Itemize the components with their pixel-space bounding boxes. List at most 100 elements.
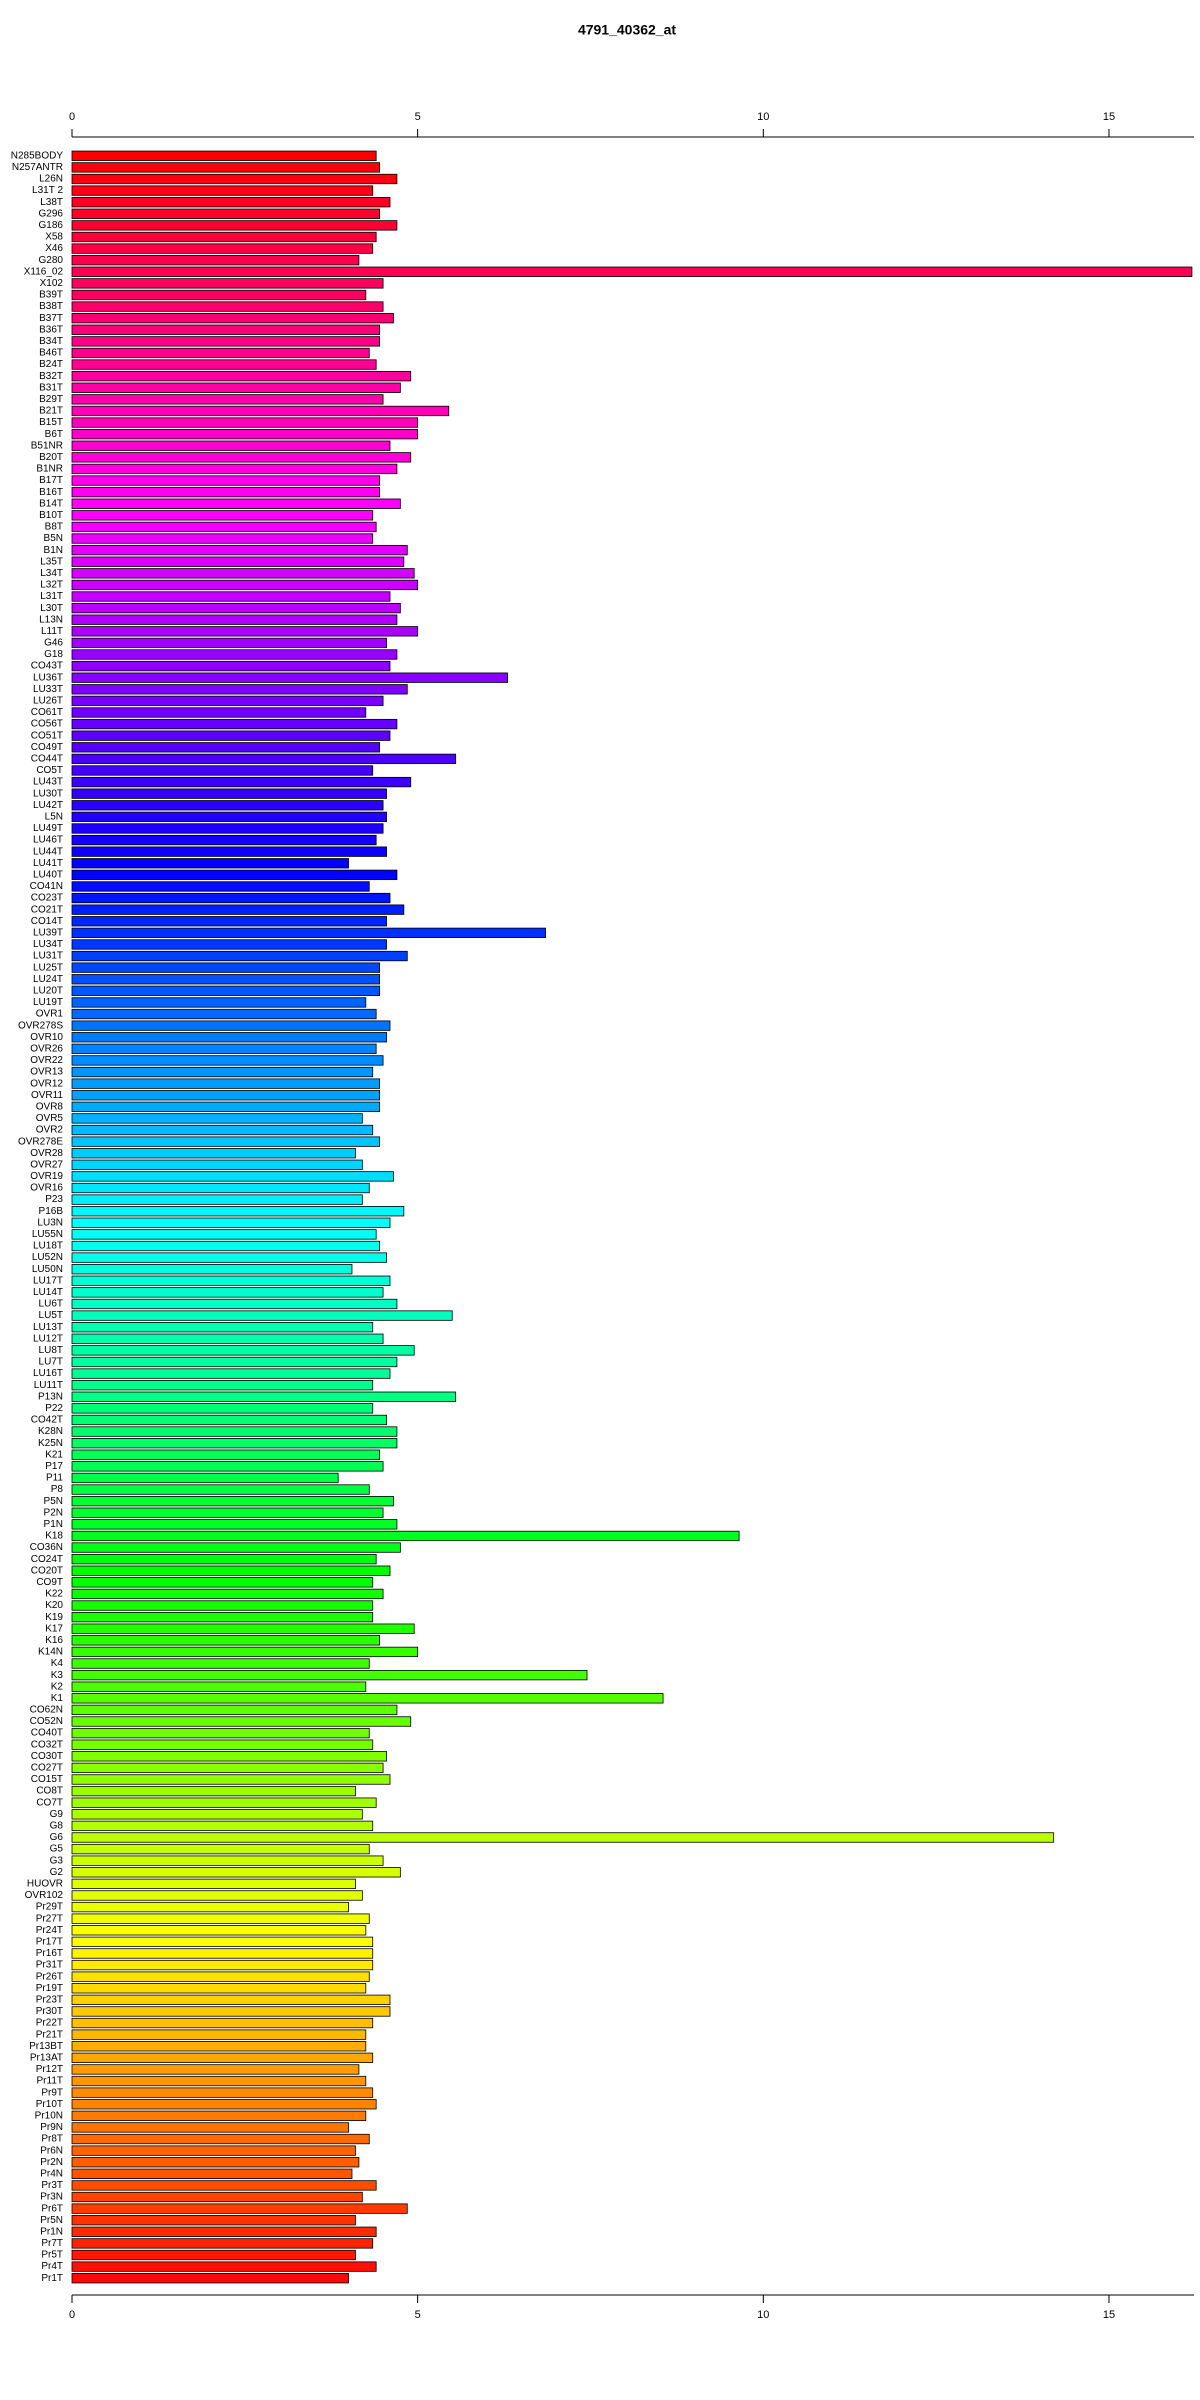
bar bbox=[71, 742, 381, 753]
y-tick-label: CO41N bbox=[30, 881, 63, 892]
bar bbox=[71, 359, 377, 370]
bar bbox=[71, 892, 391, 904]
y-tick-label: G5 bbox=[50, 1844, 64, 1855]
bar bbox=[71, 1542, 401, 1553]
y-tick-label: G296 bbox=[39, 208, 64, 219]
bar bbox=[71, 521, 377, 533]
bar bbox=[71, 1635, 381, 1646]
bar bbox=[71, 2157, 360, 2168]
y-tick-label: CO5T bbox=[36, 765, 63, 776]
bar bbox=[71, 1901, 349, 1913]
y-tick-label: K3 bbox=[51, 1670, 64, 1681]
bar bbox=[71, 985, 381, 996]
y-tick-label: P8 bbox=[51, 1484, 64, 1495]
y-tick-label: X116_02 bbox=[24, 266, 64, 277]
y-tick-label: K4 bbox=[51, 1658, 64, 1669]
y-tick-label: CO40T bbox=[31, 1728, 63, 1739]
bar bbox=[71, 1159, 363, 1170]
bar bbox=[71, 289, 367, 301]
bar bbox=[71, 695, 384, 707]
y-tick-label: CO20T bbox=[31, 1565, 63, 1576]
y-tick-label: OVR278E bbox=[18, 1136, 63, 1147]
y-tick-label: Pr5T bbox=[41, 2250, 63, 2261]
y-tick-label: X102 bbox=[40, 278, 64, 289]
bar bbox=[71, 602, 401, 614]
y-tick-label: CO52N bbox=[30, 1716, 63, 1727]
bar bbox=[71, 626, 419, 637]
bar bbox=[71, 1252, 387, 1263]
bar bbox=[71, 2249, 356, 2261]
y-tick-label: P11 bbox=[46, 1473, 63, 1484]
bar bbox=[71, 788, 387, 799]
bar bbox=[71, 1066, 374, 1078]
y-tick-label: LU30T bbox=[33, 788, 63, 799]
y-tick-label: OVR19 bbox=[30, 1171, 63, 1182]
y-tick-label: LU11T bbox=[34, 1380, 63, 1391]
y-tick-label: Pr23T bbox=[36, 1994, 63, 2005]
y-tick-label: L31T bbox=[40, 591, 63, 602]
bar bbox=[71, 1832, 1055, 1843]
bar bbox=[71, 718, 398, 730]
bar bbox=[71, 313, 394, 324]
y-tick-label: Pr9T bbox=[41, 2087, 63, 2098]
y-tick-label: Pr13BT bbox=[29, 2041, 63, 2052]
y-tick-label: B6T bbox=[45, 429, 63, 440]
y-tick-label: P23 bbox=[45, 1194, 63, 1205]
y-tick-label: LU39T bbox=[33, 927, 63, 938]
y-tick-label: LU19T bbox=[33, 997, 63, 1008]
bar bbox=[71, 1936, 374, 1948]
y-tick-label: Pr2N bbox=[40, 2157, 63, 2168]
bar bbox=[71, 405, 450, 417]
y-tick-label: CO24T bbox=[31, 1554, 63, 1565]
bar bbox=[71, 417, 419, 428]
y-tick-label: G6 bbox=[50, 1832, 64, 1843]
y-tick-label: Pr12T bbox=[36, 2064, 63, 2075]
bar bbox=[71, 939, 387, 950]
bar bbox=[71, 2122, 349, 2133]
y-tick-label: LU50N bbox=[32, 1264, 63, 1275]
bar bbox=[71, 2110, 367, 2121]
bar bbox=[71, 1043, 377, 1054]
y-tick-label: B51NR bbox=[31, 440, 63, 451]
bar bbox=[71, 1774, 391, 1785]
y-tick-label: Pr1T bbox=[41, 2273, 63, 2284]
bar bbox=[71, 185, 374, 196]
bar bbox=[71, 1298, 398, 1310]
bar bbox=[71, 1611, 374, 1623]
y-tick-label: L35T bbox=[40, 556, 63, 567]
y-tick-label: N257ANTR bbox=[12, 162, 63, 173]
y-tick-label: K22 bbox=[45, 1589, 63, 1600]
bar bbox=[71, 997, 367, 1008]
y-tick-label: B1NR bbox=[36, 464, 63, 475]
y-tick-label: G3 bbox=[50, 1855, 64, 1866]
bar bbox=[71, 834, 377, 846]
bar bbox=[71, 765, 374, 776]
y-tick-label: B32T bbox=[39, 371, 63, 382]
y-tick-label: OVR10 bbox=[30, 1032, 63, 1043]
y-tick-label: G8 bbox=[50, 1821, 64, 1832]
bar bbox=[71, 1020, 391, 1031]
bar bbox=[71, 927, 546, 939]
y-tick-label: LU49T bbox=[33, 823, 63, 834]
y-tick-label: CO14T bbox=[31, 916, 63, 927]
bar bbox=[71, 2052, 374, 2063]
y-tick-label: B36T bbox=[39, 324, 63, 335]
y-tick-label: B39T bbox=[39, 290, 63, 301]
bar bbox=[71, 2180, 377, 2191]
bar bbox=[71, 1461, 384, 1472]
bar bbox=[71, 1287, 384, 1298]
bar bbox=[71, 1240, 381, 1252]
bar bbox=[71, 2203, 408, 2214]
y-tick-label: B37T bbox=[39, 313, 63, 324]
y-tick-label: B15T bbox=[39, 417, 63, 428]
bar bbox=[71, 510, 374, 521]
bar bbox=[71, 800, 384, 811]
bar bbox=[71, 463, 398, 475]
bar bbox=[71, 533, 374, 544]
x-tick-label: 10 bbox=[757, 111, 769, 123]
bar bbox=[71, 707, 367, 718]
y-tick-label: Pr4T bbox=[41, 2261, 63, 2272]
y-tick-label: CO51T bbox=[31, 730, 63, 741]
bar bbox=[71, 568, 415, 579]
